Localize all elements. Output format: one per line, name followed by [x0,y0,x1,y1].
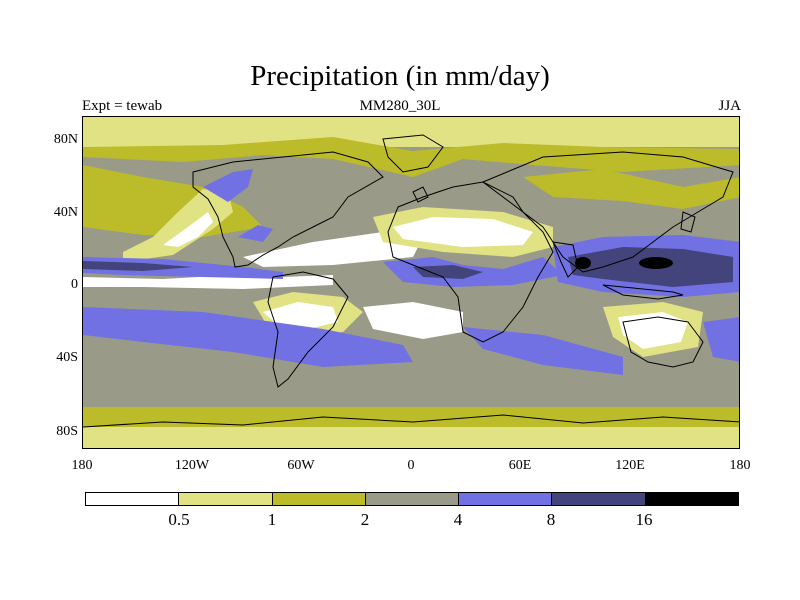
field-itcz-east-pacific [83,257,283,279]
colorbar-label-4: 4 [453,510,463,529]
field-ne-pacific-dry [163,212,213,247]
field-s-storm-track-2 [463,327,623,375]
precipitation-map [82,116,740,449]
field-w-pacific-max [639,257,673,269]
lat-label-80n: 80N [53,132,78,147]
lon-label-120w: 120W [174,458,210,473]
colorbar-label-16: 16 [635,510,653,529]
field-itcz-east-pacific-heavy [83,261,193,271]
lon-label-180w: 180 [71,458,93,473]
field-se-pacific-dry [263,302,338,329]
field-s-pacific-wet [703,317,739,362]
field-ne-pacific-light [123,189,233,262]
lon-label-0: 0 [407,458,415,473]
field-s-atlantic-dry [363,302,463,339]
season-label: JJA [718,98,741,114]
field-australia-dry [618,312,688,349]
field-siberia-olive [523,169,739,209]
field-bay-of-bengal-max [575,257,591,269]
colorbar-label-2: 2 [360,510,370,529]
colorbar-segment-6 [645,493,738,505]
colorbar-label-1: 1 [267,510,277,529]
field-n-pacific-wet [203,169,253,202]
field-antarctic-light [83,427,739,448]
colorbar-label-8: 8 [546,510,556,529]
lat-label-40n: 40N [53,205,78,220]
field-s-storm-track-1 [83,307,413,367]
field-n-atlantic-dry [243,232,423,267]
lat-label-equator: 0 [71,277,78,292]
colorbar-segment-3 [365,493,460,505]
lon-label-120e: 120E [615,458,645,473]
colorbar [85,492,739,506]
colorbar-segment-1 [179,493,273,505]
colorbar-label-0-5: 0.5 [168,510,190,529]
map-canvas [83,117,739,448]
colorbar-segment-5 [552,493,646,505]
experiment-label: Expt = tewab [82,98,163,114]
field-arctic-light [83,117,739,147]
colorbar-segment-4 [459,493,553,505]
field-arctic-olive [83,137,739,177]
field-sahara-dry [393,217,533,247]
colorbar-segment-2 [272,493,366,505]
lat-label-40s: 40S [56,350,78,365]
field-itcz-africa-heavy [413,265,483,279]
coastlines [83,134,739,428]
lon-label-60w: 60W [287,458,315,473]
model-label: MM280_30L [359,98,441,114]
map-title: Precipitation (in mm/day) [250,60,550,92]
field-gulf-stream-wet [238,225,273,242]
lon-label-60e: 60E [508,458,532,473]
lon-label-180e: 180 [729,458,751,473]
colorbar-segment-0 [86,493,180,505]
lat-label-80s: 80S [56,424,78,439]
